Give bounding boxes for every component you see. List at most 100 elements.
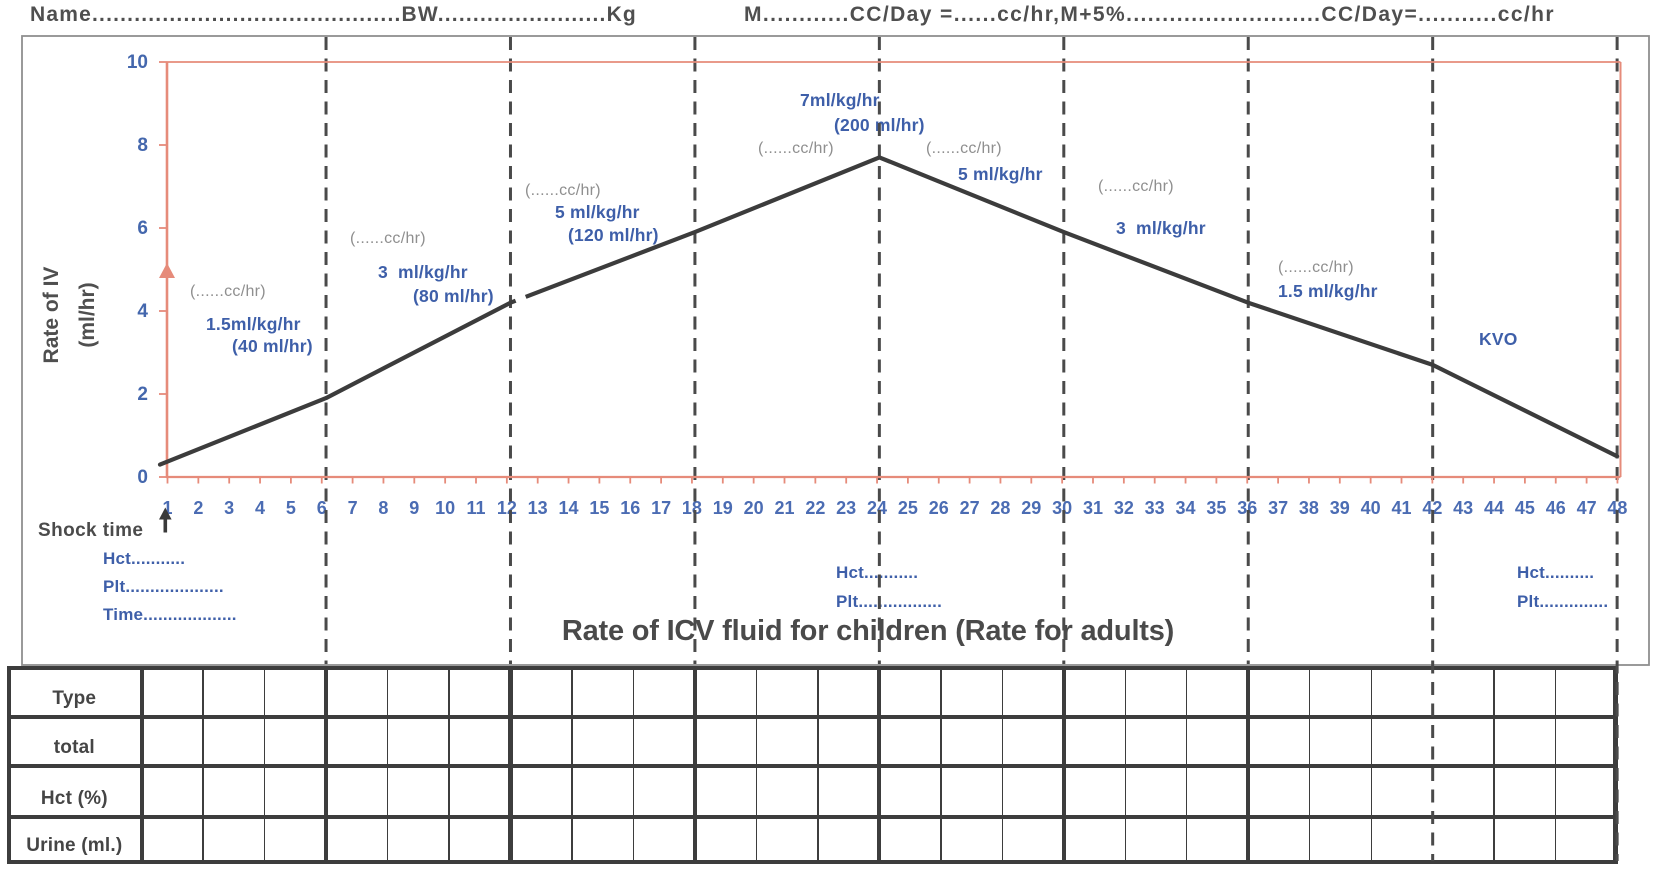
hour24-note-plt: Plt................. [836, 592, 943, 611]
x-tick-label-16: 16 [620, 498, 641, 518]
x-tick-label-28: 28 [990, 498, 1011, 518]
table-cell-divider [1309, 666, 1311, 864]
table-row-line-3 [7, 815, 1618, 819]
x-tick-label-5: 5 [285, 498, 296, 518]
table-cell-divider [940, 666, 942, 864]
annotation-seg3-rate: 5 ml/kg/hr [555, 202, 640, 222]
y-tick-label-2: 2 [137, 384, 148, 405]
x-tick-label-1: 1 [162, 498, 173, 518]
x-tick-label-48: 48 [1607, 498, 1628, 518]
table-cell-divider [1370, 666, 1372, 864]
annotation-seg2-cc: (......cc/hr) [350, 230, 426, 247]
table-cell-divider [632, 666, 635, 864]
annotation-seg6-rate: 1.5 ml/kg/hr [1278, 281, 1378, 301]
x-tick-label-47: 47 [1576, 498, 1597, 518]
x-tick-label-31: 31 [1082, 498, 1104, 518]
x-tick-label-34: 34 [1175, 498, 1196, 518]
x-tick-label-43: 43 [1453, 498, 1474, 518]
table-cell-divider [1554, 666, 1557, 864]
annotation-seg1-cc: (......cc/hr) [190, 283, 266, 300]
hour48-note-plt: Plt.............. [1517, 592, 1609, 611]
x-tick-label-41: 41 [1391, 498, 1412, 518]
x-tick-label-32: 32 [1113, 498, 1134, 518]
table-group-border-h30 [1061, 666, 1066, 864]
table-cell-divider [1001, 666, 1003, 864]
x-tick-label-38: 38 [1298, 498, 1319, 518]
line-gap-artifact [514, 294, 528, 305]
table-border-top [7, 665, 1618, 671]
shock-note-hct: Hct........... [103, 549, 186, 568]
x-tick-label-8: 8 [378, 498, 389, 518]
hour48-note-hct: Hct.......... [1517, 563, 1595, 582]
x-tick-label-46: 46 [1545, 498, 1566, 518]
table-border-bottom [7, 859, 1618, 865]
iv-rate-data-line [157, 155, 1620, 467]
y-tick-label-0: 0 [137, 467, 148, 488]
table-cell-divider [448, 666, 450, 864]
annotation-seg2-rate: 3 ml/kg/hr [378, 262, 468, 282]
x-tick-label-36: 36 [1237, 498, 1258, 518]
x-tick-label-15: 15 [589, 498, 610, 518]
table-cell-divider [263, 666, 266, 864]
annotation-seg5-rate: 3 ml/kg/hr [1116, 218, 1206, 238]
table-row-label-total: total [53, 737, 95, 758]
x-tick-label-22: 22 [805, 498, 826, 518]
x-tick-label-10: 10 [435, 498, 456, 518]
x-tick-label-27: 27 [959, 498, 980, 518]
annotation-peak-rate: 7ml/kg/hr [800, 90, 880, 110]
x-tick-label-17: 17 [651, 498, 672, 518]
table-cell-divider [1124, 666, 1126, 864]
x-tick-label-2: 2 [193, 498, 204, 518]
table-header-column-border [139, 666, 144, 864]
header-maintenance-blank: M............CC/Day =......cc/hr,M+5%...… [744, 3, 1555, 26]
y-axis-title-line2: (ml/hr) [76, 282, 99, 348]
annotation-seg1-rate: 1.5ml/kg/hr [206, 314, 301, 334]
x-tick-label-24: 24 [867, 498, 888, 518]
x-tick-label-45: 45 [1514, 498, 1535, 518]
shock-time-label: Shock time [38, 520, 144, 541]
annotation-seg3-adult: (120 ml/hr) [568, 225, 659, 245]
x-tick-label-33: 33 [1144, 498, 1165, 518]
annotation-peak-cc-right: (......cc/hr) [926, 140, 1002, 157]
x-tick-label-13: 13 [527, 498, 548, 518]
x-tick-label-26: 26 [928, 498, 949, 518]
y-tick-label-4: 4 [137, 301, 148, 322]
table-cell-divider [571, 666, 573, 864]
x-tick-label-39: 39 [1329, 498, 1350, 518]
annotation-seg5-cc: (......cc/hr) [1098, 178, 1174, 195]
y-tick-label-10: 10 [126, 52, 148, 73]
x-tick-label-25: 25 [897, 498, 918, 518]
table-group-border-h36 [1246, 666, 1251, 864]
table-cell-divider [386, 666, 389, 864]
table-row-label-urine-ml: Urine (ml.) [26, 835, 123, 856]
x-tick-label-6: 6 [316, 498, 327, 518]
table-row-line-2 [7, 764, 1618, 768]
table-cell-divider [817, 666, 819, 864]
annotation-seg4-rate: 5 ml/kg/hr [958, 164, 1043, 184]
x-tick-label-44: 44 [1484, 498, 1505, 518]
table-row-label-type: Type [52, 688, 97, 709]
x-tick-label-7: 7 [347, 498, 358, 518]
x-tick-label-12: 12 [496, 498, 517, 518]
table-group-border-h12 [508, 666, 513, 864]
annotation-seg6-cc: (......cc/hr) [1278, 259, 1354, 276]
x-tick-label-14: 14 [558, 498, 579, 518]
x-tick-label-29: 29 [1021, 498, 1042, 518]
table-row-label-hct: Hct (%) [40, 788, 108, 809]
x-tick-label-20: 20 [743, 498, 764, 518]
annotation-seg2-adult: (80 ml/hr) [413, 286, 494, 306]
table-cell-divider [1186, 666, 1188, 864]
y-axis-title-line1: Rate of IV [40, 266, 63, 364]
x-tick-label-42: 42 [1422, 498, 1443, 518]
table-group-border-h6 [323, 666, 329, 864]
annotation-seg3-cc: (......cc/hr) [525, 182, 601, 199]
x-tick-label-18: 18 [681, 498, 702, 518]
x-tick-label-30: 30 [1052, 498, 1073, 518]
table-cell-divider [1493, 666, 1495, 864]
x-tick-label-3: 3 [224, 498, 235, 518]
x-tick-label-4: 4 [255, 498, 266, 518]
shock-note-plt: Plt.................... [103, 577, 224, 596]
annotation-peak-adult: (200 ml/hr) [834, 115, 925, 135]
